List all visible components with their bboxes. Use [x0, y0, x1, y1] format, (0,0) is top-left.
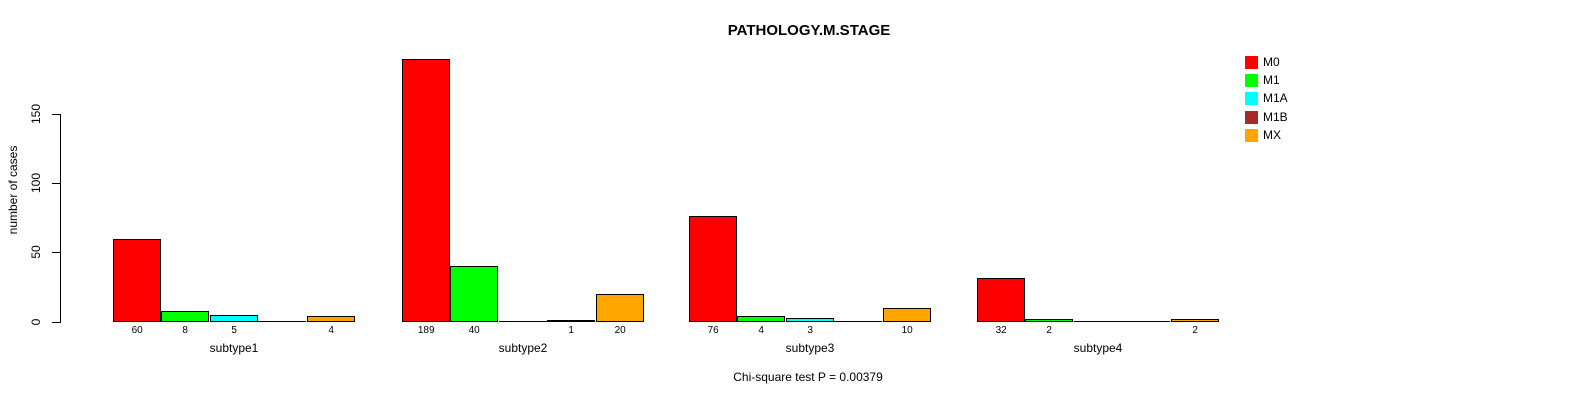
bar-mx-subtype3 [883, 308, 931, 322]
x-category-label: subtype4 [1073, 341, 1123, 355]
y-tick [52, 183, 60, 184]
bar-m1b-subtype4-zero [1122, 321, 1170, 322]
bar-m1b-subtype3-zero [834, 321, 882, 322]
bar-value-label: 2 [1192, 325, 1198, 336]
legend-label: M0 [1263, 55, 1280, 69]
chart-title: PATHOLOGY.M.STAGE [727, 22, 891, 39]
bar-m1-subtype4 [1025, 319, 1073, 322]
y-axis-label: number of cases [6, 145, 20, 235]
bar-m1-subtype3 [737, 316, 785, 322]
x-category-label: subtype2 [498, 341, 548, 355]
chi-square-note: Chi-square test P = 0.00379 [733, 370, 883, 384]
y-tick-label: 100 [29, 172, 43, 194]
bar-value-label: 4 [328, 325, 334, 336]
legend-item-m1b: M1B [1245, 111, 1288, 124]
y-tick-label: 150 [29, 103, 43, 125]
legend-item-m0: M0 [1245, 56, 1280, 69]
bar-m1a-subtype2-zero [499, 321, 547, 322]
bar-value-label: 8 [182, 325, 188, 336]
x-category-label: subtype1 [209, 341, 259, 355]
legend-swatch-icon [1245, 111, 1258, 124]
bar-m0-subtype2 [402, 59, 450, 322]
bar-value-label: 32 [995, 325, 1007, 336]
y-tick-label: 50 [29, 245, 43, 259]
bar-m0-subtype1 [113, 239, 161, 322]
bar-m1-subtype2 [450, 266, 498, 322]
legend-swatch-icon [1245, 74, 1258, 87]
bar-mx-subtype1 [307, 316, 355, 322]
bar-value-label: 60 [131, 325, 143, 336]
bar-m1a-subtype3 [786, 318, 834, 322]
bar-m1-subtype1 [161, 311, 209, 322]
legend-swatch-icon [1245, 129, 1258, 142]
bar-value-label: 40 [468, 325, 480, 336]
y-tick-label: 0 [29, 318, 43, 326]
legend-item-mx: MX [1245, 129, 1281, 142]
bar-value-label: 10 [901, 325, 913, 336]
bar-value-label: 20 [614, 325, 626, 336]
bar-m0-subtype4 [977, 278, 1025, 322]
legend-label: MX [1263, 128, 1281, 142]
bar-m1b-subtype1-zero [258, 321, 306, 322]
y-tick [52, 252, 60, 253]
bar-value-label: 76 [707, 325, 719, 336]
legend-label: M1B [1263, 110, 1288, 124]
bar-m1b-subtype2 [547, 320, 595, 322]
bar-m1a-subtype1 [210, 315, 258, 322]
bar-value-label: 5 [231, 325, 237, 336]
bar-m0-subtype3 [689, 216, 737, 322]
legend-label: M1A [1263, 91, 1288, 105]
bar-value-label: 3 [807, 325, 813, 336]
y-axis-line [60, 114, 61, 323]
legend-item-m1a: M1A [1245, 92, 1288, 105]
legend-swatch-icon [1245, 56, 1258, 69]
legend-item-m1: M1 [1245, 74, 1280, 87]
bar-mx-subtype2 [596, 294, 644, 322]
y-tick [52, 322, 60, 323]
bar-mx-subtype4 [1171, 319, 1219, 322]
bar-value-label: 4 [758, 325, 764, 336]
x-category-label: subtype3 [785, 341, 835, 355]
legend-swatch-icon [1245, 92, 1258, 105]
y-tick [52, 114, 60, 115]
bar-m1a-subtype4-zero [1074, 321, 1122, 322]
bar-value-label: 189 [417, 325, 435, 336]
bar-value-label: 2 [1046, 325, 1052, 336]
bar-value-label: 1 [568, 325, 574, 336]
legend-label: M1 [1263, 73, 1280, 87]
